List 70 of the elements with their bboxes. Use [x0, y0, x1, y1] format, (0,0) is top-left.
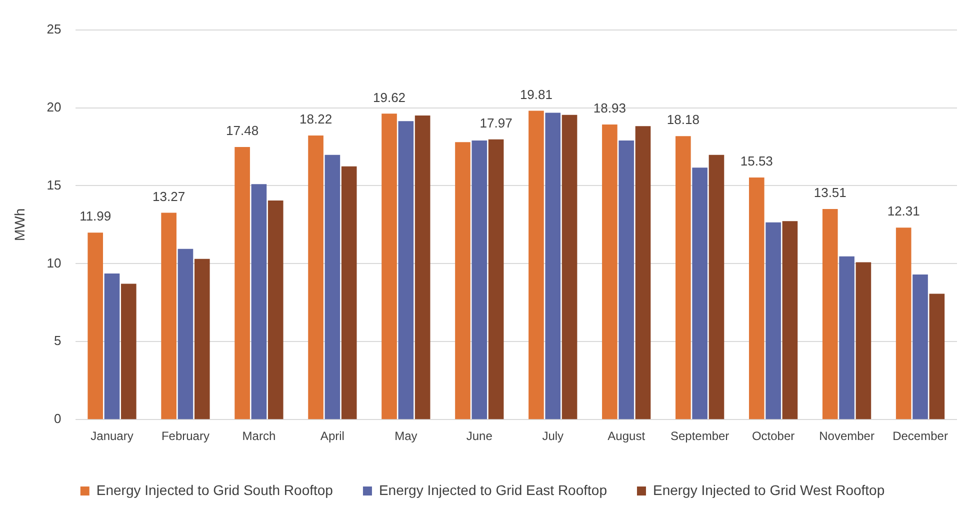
bar [528, 110, 544, 420]
bar [234, 147, 250, 420]
y-tick-label: 25 [46, 21, 62, 36]
data-label: 18.18 [666, 112, 700, 128]
bar [766, 222, 781, 420]
bar [856, 262, 872, 420]
bar [896, 228, 912, 420]
bar [268, 200, 284, 420]
data-label: 17.97 [480, 115, 512, 130]
y-tick-label: 20 [46, 99, 62, 114]
bar [618, 140, 634, 420]
legend-label: Energy Injected to Grid South Rooftop [96, 482, 334, 498]
bar [708, 154, 724, 420]
bar [324, 154, 340, 420]
y-axis-title: MWh [11, 208, 28, 242]
bar [308, 136, 324, 420]
data-label: 18.22 [300, 112, 332, 127]
data-label: 15.53 [740, 154, 773, 169]
bar [414, 116, 430, 420]
y-tick-label: 10 [46, 255, 62, 270]
bar [455, 142, 470, 420]
y-tick-label: 15 [46, 177, 62, 192]
x-tick-label: December [892, 429, 948, 444]
bar [692, 168, 708, 420]
x-tick-label: October [752, 429, 795, 444]
bar [912, 274, 928, 420]
bar [545, 112, 561, 420]
x-tick-label: February [161, 429, 210, 444]
bar [161, 212, 176, 420]
x-tick-label: January [90, 429, 134, 444]
x-tick-label: May [394, 429, 418, 444]
data-label: 17.48 [226, 123, 259, 138]
bar [602, 124, 618, 420]
bar [822, 208, 838, 420]
bar [782, 221, 798, 420]
legend-label: Energy Injected to Grid West Rooftop [652, 482, 885, 498]
bar [488, 139, 504, 420]
bar [748, 177, 764, 420]
x-tick-label: April [320, 429, 344, 444]
bar [178, 248, 194, 420]
bar [88, 232, 104, 420]
data-label: 13.51 [814, 185, 846, 200]
bar [635, 126, 651, 420]
x-tick-label: September [670, 429, 730, 444]
bar [676, 136, 691, 420]
bar [839, 256, 854, 420]
x-tick-label: November [819, 429, 874, 444]
bar [382, 114, 397, 420]
bar [341, 166, 357, 420]
bar [929, 294, 945, 420]
x-tick-label: July [542, 429, 564, 444]
bar [398, 121, 414, 420]
x-tick-label: August [608, 429, 646, 444]
data-label: 19.81 [520, 86, 552, 102]
y-tick-label: 5 [54, 333, 62, 348]
data-label: 13.27 [152, 188, 186, 204]
x-tick-label: March [242, 429, 276, 444]
bar [120, 284, 136, 420]
data-label: 18.93 [593, 100, 626, 116]
bar [104, 274, 120, 420]
y-tick-label: 0 [54, 411, 62, 426]
bar [562, 114, 578, 420]
bar [251, 184, 267, 420]
bar [194, 258, 210, 420]
x-tick-label: June [466, 429, 493, 444]
legend-label: Energy Injected to Grid East Rooftop [378, 482, 608, 498]
data-label: 12.31 [887, 204, 920, 219]
data-label: 11.99 [80, 208, 112, 224]
bar [472, 140, 488, 420]
data-label: 19.62 [372, 90, 406, 105]
